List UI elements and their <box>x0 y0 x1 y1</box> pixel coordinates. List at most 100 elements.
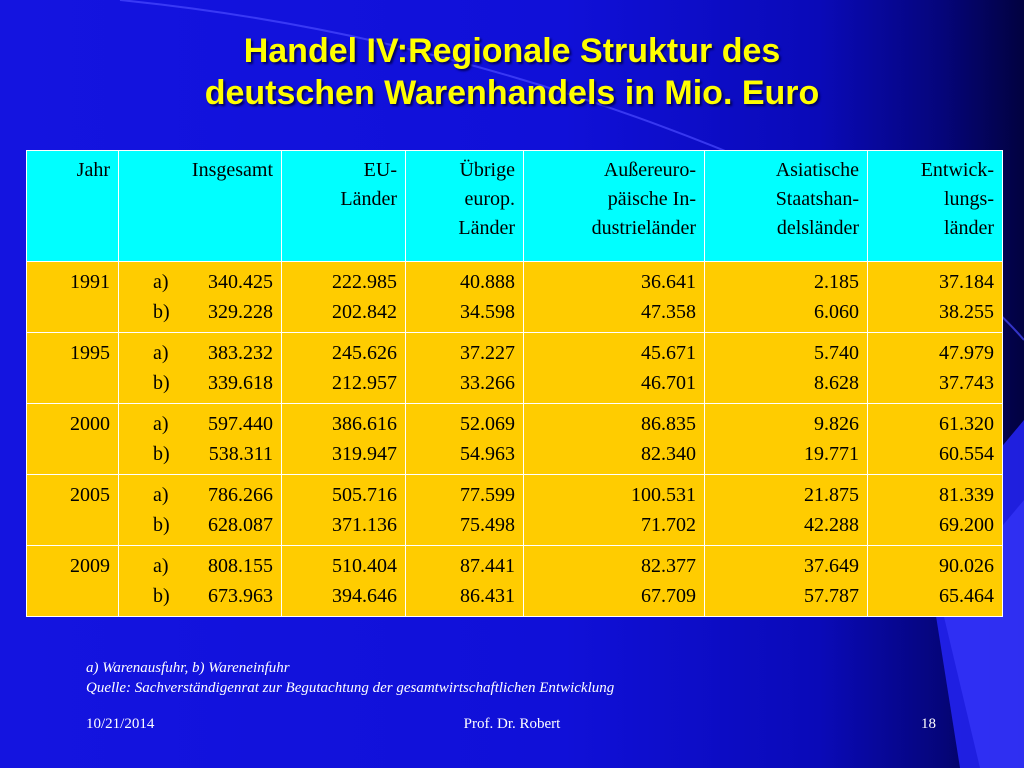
region-value: 319.947 <box>332 443 397 465</box>
year-cell: 2005 <box>26 474 119 546</box>
region-value-cell: 37.227 33.266 <box>405 332 524 404</box>
region-value: 47.979 <box>939 342 994 364</box>
region-value: 38.255 <box>939 301 994 323</box>
title-line-2: deutschen Warenhandels in Mio. Euro <box>204 74 820 112</box>
total-cell: a) 383.232 b) 339.618 <box>118 332 282 404</box>
column-header-line: Außereuro- <box>603 159 696 181</box>
total-value-line: a) 786.266 <box>125 480 273 510</box>
slide-title: Handel IV:Regionale Struktur des deutsch… <box>0 30 1024 114</box>
column-header-line: Länder <box>340 188 397 210</box>
table-body: 1991 a) 340.425 b) 329.228 222.985 202.842 40.8… <box>26 261 1003 617</box>
table-header-row: Jahr Insgesamt EU- Länder Übrige europ. Länder… <box>26 150 1003 262</box>
total-value-line: b) 329.228 <box>125 297 273 327</box>
total-value: 628.087 <box>208 514 273 536</box>
column-header-line: delsländer <box>776 217 859 239</box>
column-header-line: europ. <box>464 188 515 210</box>
footnotes: a) Warenausfuhr, b) Wareneinfuhr Quelle:… <box>86 658 886 698</box>
region-value: 75.498 <box>460 514 515 536</box>
column-header-line: länder <box>944 217 994 239</box>
region-value: 33.266 <box>460 372 515 394</box>
column-header: Entwick-lungs-länder <box>867 150 1003 262</box>
region-value: 386.616 <box>332 413 397 435</box>
region-value: 69.200 <box>939 514 994 536</box>
region-value: 45.671 <box>641 342 696 364</box>
region-value-cell: 5.740 8.628 <box>704 332 868 404</box>
region-value: 77.599 <box>460 484 515 506</box>
region-value-cell: 9.826 19.771 <box>704 403 868 475</box>
region-value: 71.702 <box>641 514 696 536</box>
flow-label: b) <box>153 301 170 323</box>
table-row: 2000 a) 597.440 b) 538.311 386.616 319.947 52.0… <box>26 403 1003 475</box>
region-value-cell: 86.835 82.340 <box>523 403 705 475</box>
region-value-cell: 87.441 86.431 <box>405 545 524 617</box>
total-value: 597.440 <box>208 413 273 435</box>
region-value: 8.628 <box>814 372 859 394</box>
column-header: EU- Länder <box>281 150 406 262</box>
region-value-cell: 81.339 69.200 <box>867 474 1003 546</box>
region-value-cell: 52.069 54.963 <box>405 403 524 475</box>
region-value: 87.441 <box>460 555 515 577</box>
year-cell: 1995 <box>26 332 119 404</box>
region-value-cell: 2.185 6.060 <box>704 261 868 333</box>
region-value: 212.957 <box>332 372 397 394</box>
region-value: 34.598 <box>460 301 515 323</box>
region-value: 52.069 <box>460 413 515 435</box>
flow-label: a) <box>153 271 169 293</box>
region-value: 37.227 <box>460 342 515 364</box>
region-value: 36.641 <box>641 271 696 293</box>
total-value: 673.963 <box>208 585 273 607</box>
region-value: 510.404 <box>332 555 397 577</box>
region-value: 394.646 <box>332 585 397 607</box>
region-value: 21.875 <box>804 484 859 506</box>
region-value: 40.888 <box>460 271 515 293</box>
region-value: 81.339 <box>939 484 994 506</box>
column-header-line: Staatshan- <box>775 188 859 210</box>
region-value: 61.320 <box>939 413 994 435</box>
title-line-1: Handel IV:Regionale Struktur des <box>243 32 781 70</box>
total-cell: a) 786.266 b) 628.087 <box>118 474 282 546</box>
total-value-line: a) 597.440 <box>125 409 273 439</box>
flow-label: b) <box>153 372 170 394</box>
region-value: 19.771 <box>804 443 859 465</box>
region-value: 37.649 <box>804 555 859 577</box>
year-cell: 1991 <box>26 261 119 333</box>
total-value-line: b) 628.087 <box>125 510 273 540</box>
region-value: 86.835 <box>641 413 696 435</box>
region-value-cell: 100.531 71.702 <box>523 474 705 546</box>
flow-label: b) <box>153 514 170 536</box>
flow-label: a) <box>153 413 169 435</box>
region-value: 222.985 <box>332 271 397 293</box>
column-header-line: Übrige <box>459 159 515 181</box>
footnote-legend: a) Warenausfuhr, b) Wareneinfuhr <box>86 660 290 676</box>
region-value: 6.060 <box>814 301 859 323</box>
total-value: 329.228 <box>208 301 273 323</box>
total-value-line: a) 808.155 <box>125 551 273 581</box>
region-value: 60.554 <box>939 443 994 465</box>
column-header-line: lungs- <box>944 188 994 210</box>
column-header: Asiatische Staatshan-delsländer <box>704 150 868 262</box>
region-value: 82.377 <box>641 555 696 577</box>
region-value-cell: 77.599 75.498 <box>405 474 524 546</box>
region-value-cell: 21.875 42.288 <box>704 474 868 546</box>
region-value: 5.740 <box>814 342 859 364</box>
flow-label: b) <box>153 443 170 465</box>
column-header-line: Insgesamt <box>191 159 273 181</box>
region-value: 90.026 <box>939 555 994 577</box>
region-value-cell: 505.716 371.136 <box>281 474 406 546</box>
total-value: 786.266 <box>208 484 273 506</box>
flow-label: a) <box>153 555 169 577</box>
column-header-line: EU- <box>363 159 397 181</box>
column-header-line: päische In- <box>607 188 696 210</box>
region-value-cell: 222.985 202.842 <box>281 261 406 333</box>
column-header-line: Länder <box>458 217 515 239</box>
region-value: 67.709 <box>641 585 696 607</box>
total-value-line: b) 673.963 <box>125 581 273 611</box>
region-value-cell: 40.888 34.598 <box>405 261 524 333</box>
region-value: 57.787 <box>804 585 859 607</box>
region-value-cell: 37.184 38.255 <box>867 261 1003 333</box>
total-value-line: b) 538.311 <box>125 439 273 469</box>
region-value: 100.531 <box>631 484 696 506</box>
region-value: 2.185 <box>814 271 859 293</box>
region-value: 54.963 <box>460 443 515 465</box>
region-value-cell: 510.404 394.646 <box>281 545 406 617</box>
